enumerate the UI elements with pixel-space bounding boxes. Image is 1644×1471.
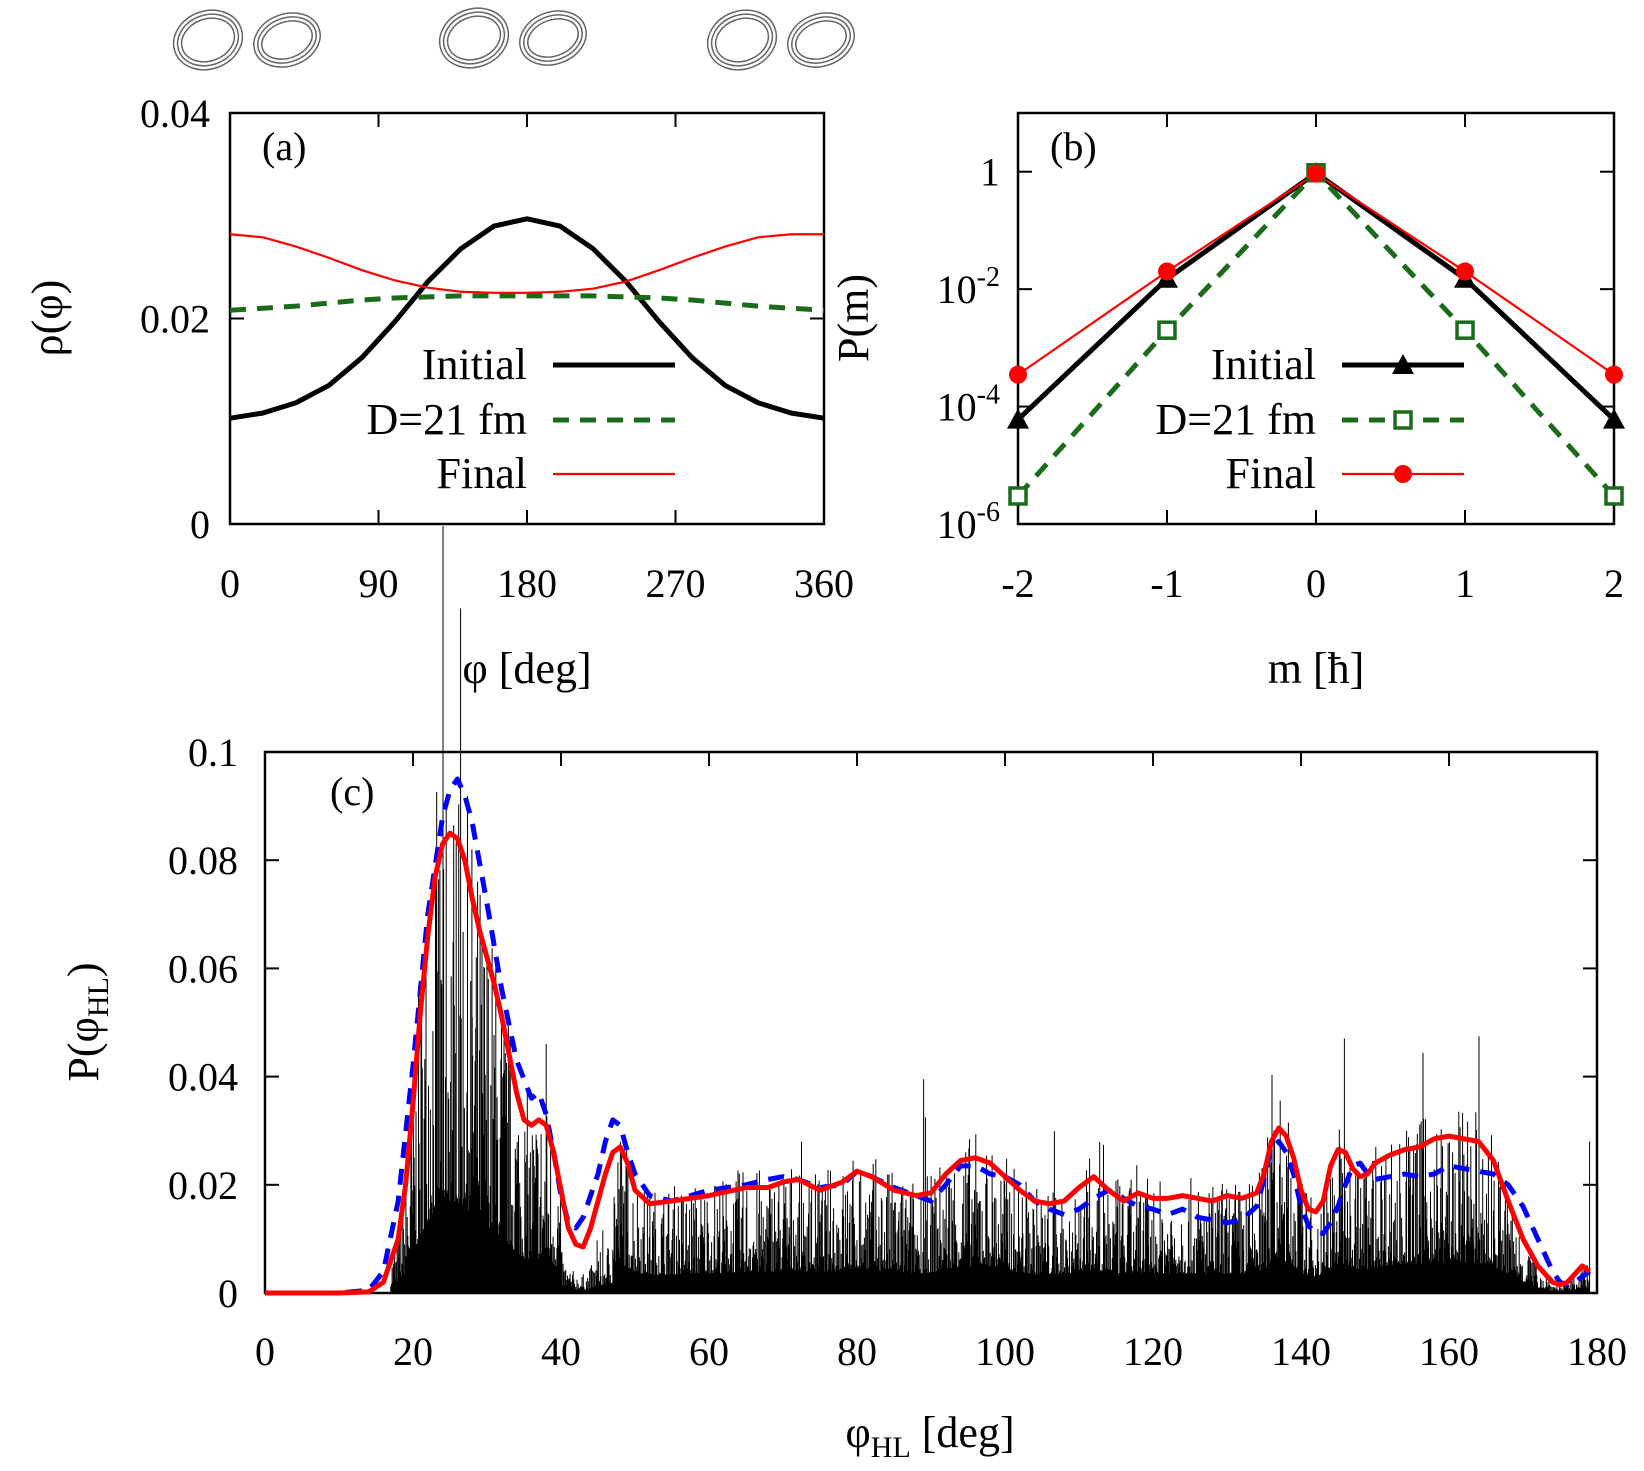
b-y-tick-label: 10-6 — [937, 497, 1000, 547]
panel-c-xlabel-main: φ — [845, 1408, 870, 1457]
a-legend-label: D=21 fm — [367, 395, 527, 444]
panel-c-xlabel-sub: HL — [871, 1431, 911, 1464]
b-marker-circle — [1009, 365, 1027, 384]
a-x-tick-label: 90 — [359, 561, 399, 606]
b-x-tick-label: -2 — [1001, 561, 1034, 606]
b-marker-circle — [1605, 365, 1623, 384]
b-legend-label: D=21 fm — [1156, 395, 1316, 444]
panel-c-ylabel-end: ) — [59, 962, 108, 977]
c-x-tick-label: 80 — [837, 1329, 877, 1374]
b-marker-square — [1008, 486, 1028, 506]
c-x-tick-label: 160 — [1419, 1329, 1479, 1374]
b-marker-circle — [1456, 262, 1474, 281]
panel-b-label: (b) — [1050, 124, 1097, 169]
a-x-tick-label: 270 — [646, 561, 706, 606]
panel-c-ylabel-sub: HL — [82, 977, 115, 1017]
b-x-tick-label: 0 — [1306, 561, 1326, 606]
nuclear-shape-insets — [172, 7, 855, 71]
c-x-tick-label: 0 — [255, 1329, 275, 1374]
a-x-tick-label: 0 — [220, 561, 240, 606]
panel-c-ylabel: P(φHL) — [59, 962, 115, 1081]
a-x-tick-label: 360 — [794, 561, 854, 606]
b-y-tick-label: 10-4 — [937, 380, 1000, 430]
a-series-line — [229, 216, 825, 421]
panel-a-ylabel: ρ(φ) — [23, 280, 72, 357]
panel-c: (c) 0 20 40 60 80 100 120 140 160 18000.020.040.0… — [59, 526, 1627, 1464]
b-marker-circle — [1394, 465, 1412, 483]
b-legend-label: Initial — [1211, 340, 1316, 389]
c-y-tick-label: 0.02 — [168, 1163, 238, 1208]
panel-c-xlabel: φHL [deg] — [845, 1408, 1014, 1464]
b-marker-triangle — [1007, 408, 1029, 429]
b-marker-triangle — [1392, 354, 1414, 374]
a-legend-label: Final — [437, 449, 527, 498]
b-y-tick-exp: -6 — [977, 497, 1000, 528]
a-y-tick-label: 0.04 — [140, 91, 210, 136]
a-y-tick-label: 0 — [190, 502, 210, 547]
c-x-tick-label: 140 — [1271, 1329, 1331, 1374]
b-y-tick-exp: -4 — [977, 380, 1000, 411]
b-x-tick-label: 2 — [1604, 561, 1624, 606]
b-marker-square — [1157, 320, 1177, 340]
b-y-tick-label: 10-2 — [937, 262, 1000, 312]
panel-a-xlabel: φ [deg] — [462, 644, 591, 693]
b-marker-circle — [1307, 164, 1325, 183]
b-y-tick-label: 1 — [980, 150, 1000, 195]
c-x-tick-label: 120 — [1123, 1329, 1183, 1374]
b-series-line — [1016, 170, 1616, 422]
spectrum-spikes — [390, 526, 1591, 1293]
b-y-tick-base: 10 — [937, 267, 977, 312]
c-y-tick-label: 0.08 — [168, 838, 238, 883]
b-y-tick-base: 10 — [937, 385, 977, 430]
b-y-tick-base: 10 — [937, 502, 977, 547]
c-x-tick-label: 20 — [393, 1329, 433, 1374]
b-series-line — [1017, 172, 1615, 376]
a-y-tick-label: 0.02 — [140, 297, 210, 342]
panel-c-ylabel-main: P(φ — [59, 1017, 108, 1082]
b-legend-label: Final — [1226, 449, 1316, 498]
b-marker-square — [1455, 320, 1475, 340]
panel-c-label: (c) — [330, 769, 374, 814]
b-x-tick-label: 1 — [1455, 561, 1475, 606]
b-marker-triangle — [1603, 408, 1625, 429]
shape-pair-2 — [438, 7, 587, 69]
b-marker-circle — [1158, 262, 1176, 281]
b-marker-square — [1604, 486, 1624, 506]
shape-pair-1 — [172, 9, 321, 71]
a-series-line — [229, 233, 824, 294]
c-y-tick-label: 0.06 — [168, 946, 238, 991]
shape-pair-3 — [706, 9, 855, 71]
c-x-tick-label: 100 — [975, 1329, 1035, 1374]
c-y-tick-label: 0 — [218, 1271, 238, 1316]
c-x-tick-label: 60 — [689, 1329, 729, 1374]
a-legend-label: Initial — [422, 340, 527, 389]
c-series-line — [265, 830, 1592, 1296]
panel-a-frame — [228, 111, 826, 526]
c-series-line — [265, 776, 1592, 1296]
b-marker-square — [1393, 410, 1413, 430]
c-x-tick-label: 40 — [541, 1329, 581, 1374]
panel-c-xlabel-unit: [deg] — [911, 1408, 1015, 1457]
a-x-tick-label: 180 — [497, 561, 557, 606]
panel-b-ylabel: P(m) — [829, 274, 878, 362]
c-x-tick-label: 180 — [1567, 1329, 1627, 1374]
a-series-line — [229, 293, 825, 313]
panel-a: (a) 0 90 180 270 360 0 0.02 0.04 Initial D=21 fm… — [23, 91, 854, 693]
c-y-tick-label: 0.04 — [168, 1055, 238, 1100]
b-y-tick-exp: -2 — [977, 262, 1000, 293]
c-y-tick-label: 0.1 — [188, 730, 238, 775]
panel-b-xlabel: m [ħ] — [1268, 644, 1365, 693]
b-x-tick-label: -1 — [1150, 561, 1183, 606]
spectrum-spike-lines — [390, 526, 1591, 1293]
panel-a-label: (a) — [262, 124, 306, 169]
